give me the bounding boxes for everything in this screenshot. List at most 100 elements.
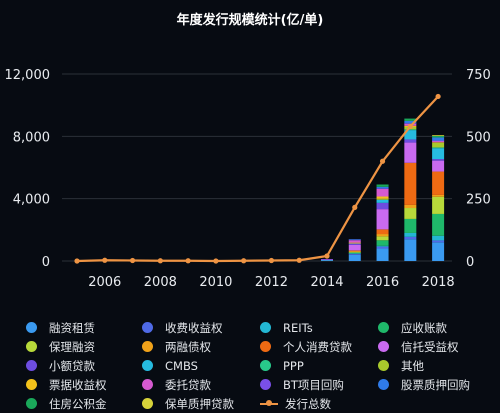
bar-segment <box>348 253 361 254</box>
bar-segment <box>348 239 361 241</box>
legend-label: 收费收益权 <box>165 320 223 335</box>
legend-dot-swatch <box>26 398 37 409</box>
legend-label: CMBS <box>165 358 198 373</box>
bar-segment <box>404 130 417 140</box>
legend-item: 小额贷款 <box>26 356 142 375</box>
bar-segment <box>432 135 445 136</box>
legend-item: REITs <box>260 318 378 337</box>
x-tick-label: 2010 <box>199 275 232 290</box>
legend-dot-swatch <box>142 398 153 409</box>
bar-segment <box>432 142 445 143</box>
bar-segment <box>376 245 389 247</box>
line-point <box>157 258 163 264</box>
bar-segment <box>404 239 417 261</box>
bar-segment <box>376 188 389 197</box>
line-point <box>379 158 386 164</box>
bar-segment <box>321 259 333 260</box>
legend-label: 其他 <box>401 358 424 373</box>
legend-item: 个人消费贷款 <box>260 337 378 356</box>
legend-label: 保理融资 <box>49 339 95 354</box>
x-tick-label: 2014 <box>310 275 343 290</box>
line-point <box>352 204 358 210</box>
bar-segment <box>348 240 361 243</box>
legend-item: 委托贷款 <box>142 375 260 394</box>
line-point <box>241 258 247 264</box>
legend-dot-swatch <box>26 322 37 333</box>
legend-label: 个人消费贷款 <box>283 339 352 354</box>
bar-segment <box>348 254 361 261</box>
legend-label: 两融债权 <box>165 339 211 354</box>
legend: 融资租赁 收费收益权 REITs 应收账款保理融资 两融债权 个人消费贷款 信托受益权小额贷… <box>26 318 496 412</box>
bar-segment <box>376 188 389 189</box>
bar-segment <box>432 137 445 141</box>
bar-segment <box>432 142 445 148</box>
bar-segment <box>376 184 389 187</box>
legend-item: BT项目回购 <box>260 375 378 394</box>
bar-segment <box>432 159 445 161</box>
legend-item: 保单质押贷款 <box>142 394 260 413</box>
bar-segment <box>348 250 361 252</box>
line-point <box>102 257 108 263</box>
bar-segment <box>321 259 333 261</box>
line-point <box>74 258 80 264</box>
bar-segment <box>432 213 445 236</box>
legend-dot-swatch <box>378 322 389 333</box>
bar-segment <box>321 259 333 261</box>
line-point <box>213 258 219 264</box>
bar-segment <box>348 251 361 252</box>
bar-segment <box>432 140 445 143</box>
legend-dot-swatch <box>142 360 153 371</box>
legend-item: 融资租赁 <box>26 318 142 337</box>
legend-label: 保单质押贷款 <box>165 396 234 411</box>
bar-segment <box>348 244 361 251</box>
bar-segment <box>376 236 389 241</box>
bar-segment <box>404 232 417 237</box>
bar-segment <box>348 253 361 255</box>
line-point <box>268 257 275 264</box>
line-point <box>296 257 302 263</box>
legend-line-swatch <box>260 399 278 406</box>
line-path <box>76 95 439 263</box>
legend-dot-swatch <box>378 379 389 390</box>
bar-segment <box>376 198 389 200</box>
line-point <box>185 258 191 264</box>
legend-item: 收费收益权 <box>142 318 260 337</box>
legend-dot-swatch <box>378 341 389 352</box>
bar-segment <box>348 239 361 240</box>
legend-item: PPP <box>260 356 378 375</box>
bar-segment <box>376 202 389 210</box>
bar-segment <box>376 209 389 230</box>
left-tick-label: 8,000 <box>13 130 50 145</box>
legend-dot-swatch <box>26 360 37 371</box>
total-count-line <box>74 93 441 264</box>
bar-segment <box>432 148 445 160</box>
bar-segment <box>348 243 361 245</box>
legend-item: 应收账款 <box>378 318 496 337</box>
legend-label: 小额贷款 <box>49 358 95 373</box>
legend-dot-swatch <box>142 379 153 390</box>
bar-segment <box>348 242 361 244</box>
line-point <box>407 123 413 129</box>
line-point <box>435 93 441 100</box>
bar-segment <box>404 162 417 205</box>
legend-dot-swatch <box>26 379 37 390</box>
legend-label: 融资租赁 <box>49 320 95 335</box>
bar-segment <box>432 135 445 138</box>
grid-lines <box>62 73 452 262</box>
bar-segment <box>376 199 389 203</box>
bar-segment <box>404 142 417 163</box>
legend-dot-swatch <box>260 379 271 390</box>
bar-segment <box>404 236 417 240</box>
legend-item: 信托受益权 <box>378 337 496 356</box>
legend-label: 信托受益权 <box>401 339 459 354</box>
bar-segment <box>404 204 417 209</box>
legend-dot-swatch <box>142 322 153 333</box>
bar-segment <box>404 123 417 124</box>
right-tick-label: 500 <box>466 130 491 145</box>
left-tick-label: 12,000 <box>5 68 51 83</box>
bar-segment <box>432 242 445 261</box>
stacked-bars <box>321 118 445 261</box>
bar-segment <box>404 139 417 143</box>
bar-segment <box>404 120 417 124</box>
